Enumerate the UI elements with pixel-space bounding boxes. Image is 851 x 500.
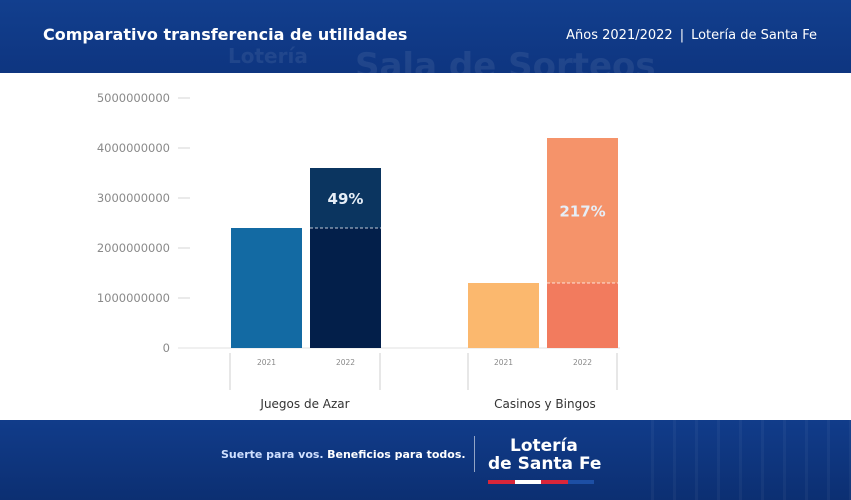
x-group-label: Juegos de Azar: [259, 397, 349, 411]
x-group-label: Casinos y Bingos: [494, 397, 596, 411]
x-tick-label: 2021: [494, 358, 513, 367]
bar-increase-segment: [310, 168, 381, 228]
y-tick-label: 5000000000: [97, 91, 170, 105]
x-tick-label: 2022: [336, 358, 355, 367]
page-title: Comparativo transferencia de utilidades: [43, 25, 408, 44]
logo-stripe-segment: [541, 480, 568, 484]
loteria-logo: Lotería de Santa Fe: [488, 436, 601, 492]
logo-stripe-segment: [488, 480, 515, 484]
logo-stripe-segment: [514, 480, 541, 484]
x-tick-label: 2022: [573, 358, 592, 367]
header-background-text-1: Lotería: [228, 44, 308, 68]
bar-chart: 0 1000000000 2000000000 3000000000 400000000…: [97, 91, 620, 411]
header-org: Lotería de Santa Fe: [691, 28, 817, 43]
bar: [547, 283, 618, 348]
x-tick-label: 2021: [257, 358, 276, 367]
logo-line-1: Lotería: [510, 436, 578, 456]
y-tick-label: 1000000000: [97, 291, 170, 305]
y-tick-label: 0: [163, 341, 170, 355]
logo-line-2: de Santa Fe: [488, 454, 602, 474]
bar: [310, 228, 381, 348]
footer-background-pattern: [651, 420, 851, 500]
bar-data-label: 217%: [559, 203, 605, 221]
bar-increase-segment: [547, 138, 618, 283]
header-years: Años 2021/2022: [566, 28, 673, 43]
slogan-part-1: Suerte para vos.: [221, 448, 324, 461]
header-background-text-2: Sala de Sorteos: [355, 46, 656, 73]
y-tick-label: 2000000000: [97, 241, 170, 255]
slogan-part-2: Beneficios para todos.: [327, 448, 466, 461]
footer-slogan: Suerte para vos. Beneficios para todos.: [221, 448, 466, 461]
bar-data-label: 49%: [328, 190, 364, 208]
header-subtitle: Años 2021/2022 | Lotería de Santa Fe: [566, 28, 817, 43]
header-banner: Lotería Sala de Sorteos Comparativo tran…: [0, 0, 851, 73]
logo-stripe-segment: [567, 480, 594, 484]
y-tick-label: 4000000000: [97, 141, 170, 155]
bar: [231, 228, 302, 348]
footer-divider: [474, 436, 475, 472]
logo-stripe: [488, 480, 594, 484]
footer-banner: Suerte para vos. Beneficios para todos. …: [0, 420, 851, 500]
y-tick-label: 3000000000: [97, 191, 170, 205]
bar: [468, 283, 539, 348]
header-separator: |: [679, 28, 685, 43]
